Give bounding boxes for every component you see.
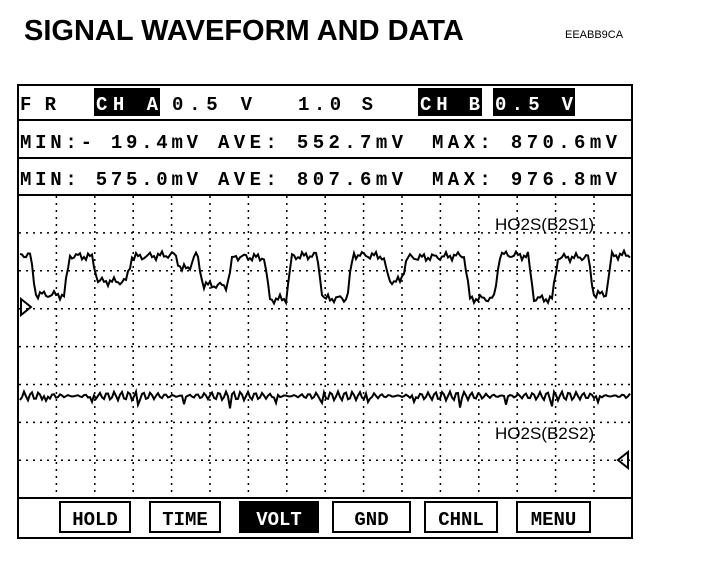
reading-text: MAX: 976.8mV — [432, 169, 618, 191]
waveform-b2s2 — [19, 387, 631, 409]
inverted-box — [418, 88, 482, 116]
reading-text: AVE: 807.6mV — [218, 169, 404, 191]
button[interactable] — [59, 501, 131, 533]
trace-label: HO2S(B2S1) — [495, 215, 594, 234]
button-label[interactable]: CHNL — [438, 509, 484, 531]
button[interactable] — [149, 501, 221, 533]
reading-text: MAX: 870.6mV — [432, 132, 618, 154]
inverted-box — [493, 88, 575, 116]
button-label[interactable]: GND — [354, 509, 388, 531]
status-text: 0.5 V — [172, 94, 253, 116]
ch-a-marker — [20, 296, 33, 318]
trace-label: HO2S(B2S2) — [495, 424, 594, 443]
title: SIGNAL WAVEFORM AND DATA — [24, 15, 464, 47]
grid — [19, 196, 631, 497]
button[interactable] — [424, 501, 498, 533]
button-label[interactable]: HOLD — [72, 509, 118, 531]
reading-text: AVE: 552.7mV — [218, 132, 404, 154]
figure-code: EEABB9CA — [565, 29, 624, 41]
button[interactable] — [239, 501, 319, 533]
status-text: 0.5 V — [495, 94, 574, 116]
reading-text: MIN: 575.0mV — [20, 169, 199, 191]
status-text: FR — [20, 94, 57, 116]
ch-b-marker — [616, 449, 629, 471]
button-label[interactable]: TIME — [162, 509, 208, 531]
button[interactable] — [332, 501, 411, 533]
screen-frame — [17, 84, 633, 539]
status-text: 1.0 S — [298, 94, 373, 116]
button-label[interactable]: VOLT — [256, 509, 302, 531]
waveform-b2s1 — [19, 248, 631, 306]
button[interactable] — [516, 501, 591, 533]
inverted-box — [94, 88, 160, 116]
reading-text: MIN:- 19.4mV — [20, 132, 199, 154]
button-label[interactable]: MENU — [531, 509, 577, 531]
